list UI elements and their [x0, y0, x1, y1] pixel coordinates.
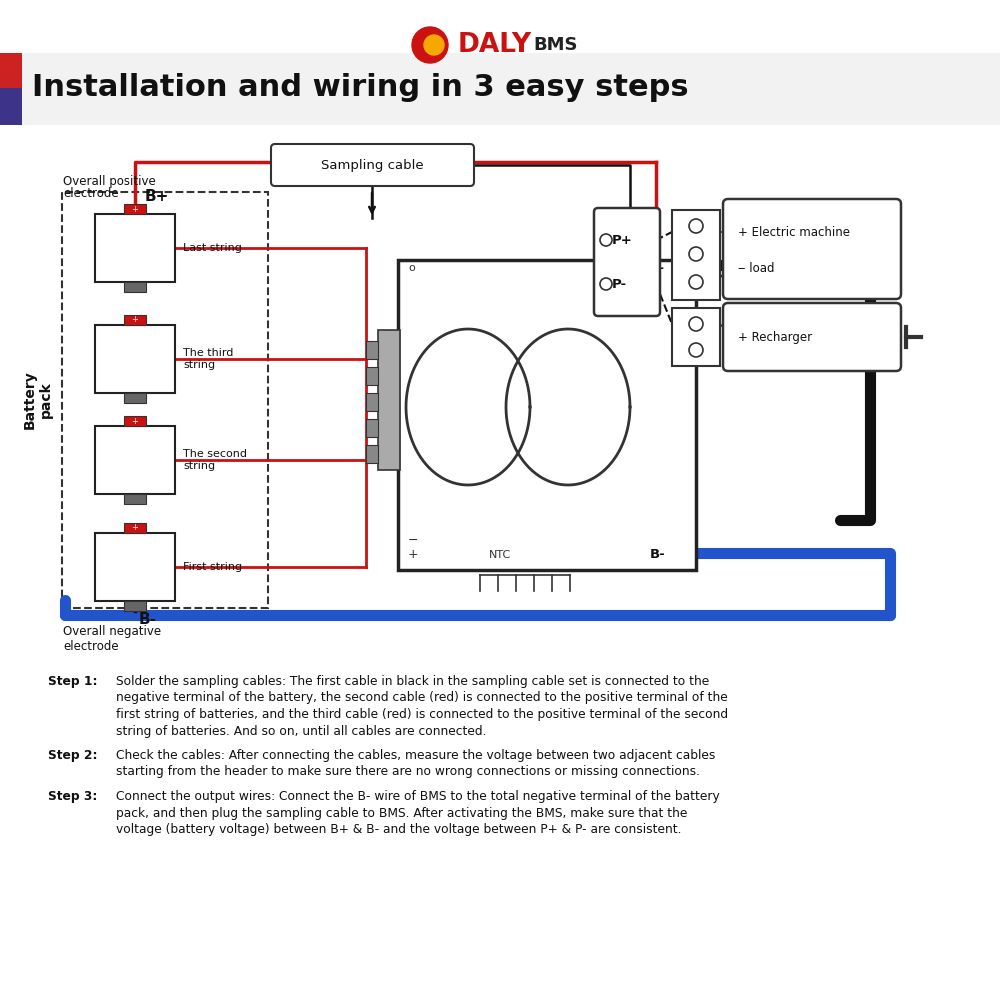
Text: pack, and then plug the sampling cable to BMS. After activating the BMS, make su: pack, and then plug the sampling cable t…: [116, 806, 687, 820]
Text: voltage (battery voltage) between B+ & B- and the voltage between P+ & P- are co: voltage (battery voltage) between B+ & B…: [116, 823, 682, 836]
Text: +: +: [132, 205, 138, 214]
Text: negative terminal of the battery, the second cable (red) is connected to the pos: negative terminal of the battery, the se…: [116, 692, 728, 704]
Text: electrode: electrode: [63, 640, 119, 653]
Bar: [366, 393, 378, 411]
Bar: [124, 601, 146, 611]
Text: Connect the output wires: Connect the B- wire of BMS to the total negative termi: Connect the output wires: Connect the B-…: [116, 790, 720, 803]
FancyBboxPatch shape: [594, 208, 660, 316]
Text: Installation and wiring in 3 easy steps: Installation and wiring in 3 easy steps: [32, 74, 689, 103]
FancyBboxPatch shape: [723, 303, 901, 371]
Bar: [124, 494, 146, 504]
Text: NTC: NTC: [489, 550, 511, 560]
Text: B+: B+: [145, 189, 169, 204]
Bar: [95, 426, 175, 494]
Bar: [124, 204, 146, 214]
Bar: [95, 214, 175, 282]
Text: Step 2:: Step 2:: [48, 749, 98, 762]
Circle shape: [424, 35, 444, 55]
Text: The third
string: The third string: [183, 348, 233, 370]
Text: B-: B-: [139, 612, 157, 627]
Text: The second
string: The second string: [183, 449, 247, 471]
Text: Step 1:: Step 1:: [48, 675, 98, 688]
Text: DALY: DALY: [458, 32, 532, 58]
Text: Solder the sampling cables: The first cable in black in the sampling cable set i: Solder the sampling cables: The first ca…: [116, 675, 709, 688]
Text: o: o: [408, 263, 415, 273]
Bar: [124, 523, 146, 533]
Bar: [124, 315, 146, 325]
Text: P-: P-: [650, 261, 665, 274]
Text: −: −: [408, 534, 418, 546]
Text: P+: P+: [612, 233, 633, 246]
Bar: [366, 341, 378, 359]
Text: First string: First string: [183, 562, 242, 572]
Bar: [366, 367, 378, 385]
Text: Last string: Last string: [183, 243, 242, 253]
Bar: [366, 419, 378, 437]
Text: +: +: [408, 548, 419, 562]
Bar: [0, 88, 22, 125]
Bar: [0, 53, 22, 88]
Bar: [124, 393, 146, 403]
Circle shape: [412, 27, 448, 63]
Bar: [124, 416, 146, 426]
Text: B-: B-: [650, 548, 666, 562]
Text: Battery
pack: Battery pack: [23, 371, 53, 429]
Bar: [62, 192, 268, 608]
FancyBboxPatch shape: [271, 144, 474, 186]
Text: +: +: [132, 416, 138, 426]
Text: Overall positive: Overall positive: [63, 175, 156, 188]
Text: first string of batteries, and the third cable (red) is connected to the positiv: first string of batteries, and the third…: [116, 708, 728, 721]
Text: string of batteries. And so on, until all cables are connected.: string of batteries. And so on, until al…: [116, 724, 486, 738]
Text: + Electric machine: + Electric machine: [738, 226, 850, 238]
Bar: [672, 308, 720, 366]
Text: Overall negative: Overall negative: [63, 625, 161, 638]
Text: Step 3:: Step 3:: [48, 790, 97, 803]
Text: Check the cables: After connecting the cables, measure the voltage between two a: Check the cables: After connecting the c…: [116, 749, 715, 762]
Text: ‒ load: ‒ load: [738, 261, 774, 274]
Text: starting from the header to make sure there are no wrong connections or missing : starting from the header to make sure th…: [116, 766, 700, 778]
Text: +: +: [132, 524, 138, 532]
Text: P-: P-: [612, 277, 627, 290]
Bar: [672, 210, 720, 300]
Bar: [0, 53, 1000, 125]
Bar: [95, 325, 175, 393]
Text: +: +: [132, 316, 138, 324]
Text: + Recharger: + Recharger: [738, 330, 812, 344]
FancyBboxPatch shape: [723, 199, 901, 299]
Text: Sampling cable: Sampling cable: [321, 158, 423, 172]
Bar: [95, 533, 175, 601]
Bar: [124, 282, 146, 292]
Text: BMS: BMS: [533, 36, 578, 54]
Bar: [398, 260, 696, 570]
Text: electrode: electrode: [63, 187, 119, 200]
Bar: [378, 330, 400, 470]
Bar: [366, 445, 378, 463]
